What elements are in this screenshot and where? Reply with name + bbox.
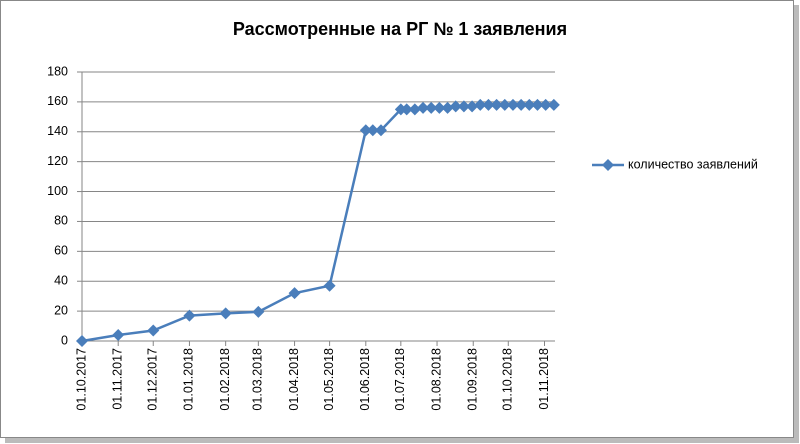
x-tick-label: 01.06.2018 [358,348,372,411]
x-tick-label: 01.04.2018 [287,348,301,411]
marker [490,98,503,111]
marker [515,98,528,111]
y-tick-label: 160 [47,94,68,108]
y-tick-label: 100 [47,184,68,198]
marker [112,329,125,342]
shadow [794,5,799,443]
marker [498,98,511,111]
x-tick-label: 01.10.2017 [74,348,88,411]
y-tick-label: 40 [54,274,68,288]
legend-marker [602,159,614,171]
x-tick-label: 01.01.2018 [182,348,196,411]
marker [374,124,387,137]
chart-title: Рассмотренные на РГ № 1 заявления [233,19,567,39]
x-tick-label: 01.09.2018 [466,348,480,411]
marker [252,305,265,318]
marker [219,307,232,320]
y-tick-label: 140 [47,124,68,138]
y-tick-label: 0 [61,333,68,347]
x-tick-label: 01.08.2018 [429,348,443,411]
marker [408,103,421,116]
marker [449,100,462,113]
marker [466,100,479,113]
x-tick-label: 01.11.2017 [111,348,125,410]
x-tick-label: 01.07.2018 [393,348,407,411]
y-tick-label: 180 [47,64,68,78]
x-tick-label: 01.11.2018 [537,348,551,410]
chart-border [0,0,794,438]
legend-label: количество заявлений [628,157,758,171]
marker [531,98,544,111]
marker [506,98,519,111]
marker [76,335,88,347]
marker [323,279,336,292]
marker [425,101,438,114]
marker [523,98,536,111]
marker [474,98,487,111]
x-tick-label: 01.12.2017 [146,348,160,411]
marker [288,287,301,300]
marker [457,100,470,113]
marker [433,101,446,114]
marker [441,101,454,114]
y-tick-label: 120 [47,154,68,168]
y-tick-label: 60 [54,244,68,258]
marker [547,98,560,111]
y-tick-label: 80 [54,214,68,228]
x-tick-label: 01.10.2018 [501,348,515,411]
marker [147,324,160,337]
x-tick-label: 01.03.2018 [251,348,265,411]
marker [482,98,495,111]
y-tick-label: 20 [54,303,68,317]
marker [359,124,372,137]
marker [400,103,413,116]
marker [417,101,430,114]
x-tick-label: 01.02.2018 [218,348,232,411]
shadow [5,438,799,443]
marker [539,98,552,111]
marker [183,309,196,322]
marker [366,124,379,137]
x-tick-label: 01.05.2018 [322,348,336,411]
